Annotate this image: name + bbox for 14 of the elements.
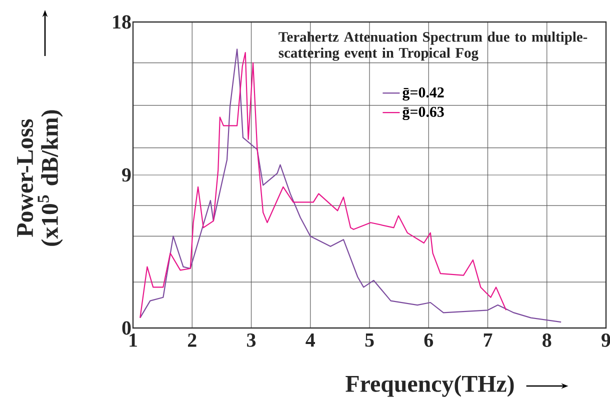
x-tick-label: 5 <box>365 334 374 347</box>
x-tick-label: 9 <box>602 334 610 347</box>
y-tick-label: 18 <box>113 15 131 29</box>
x-tick-label: 6 <box>424 334 434 347</box>
x-tick-label: 2 <box>188 334 196 347</box>
x-tick-label: 7 <box>484 334 492 347</box>
x-tick-label: 4 <box>306 334 315 347</box>
x-tick-label: 8 <box>542 334 552 347</box>
x-tick-label: 3 <box>247 334 256 347</box>
x-axis-title: Frequency(THz) <box>346 375 514 397</box>
y-tick-label: 0 <box>122 321 131 335</box>
line-series <box>140 48 562 323</box>
x-tick-label: 1 <box>130 334 137 347</box>
y-tick-label: 9 <box>122 168 131 182</box>
